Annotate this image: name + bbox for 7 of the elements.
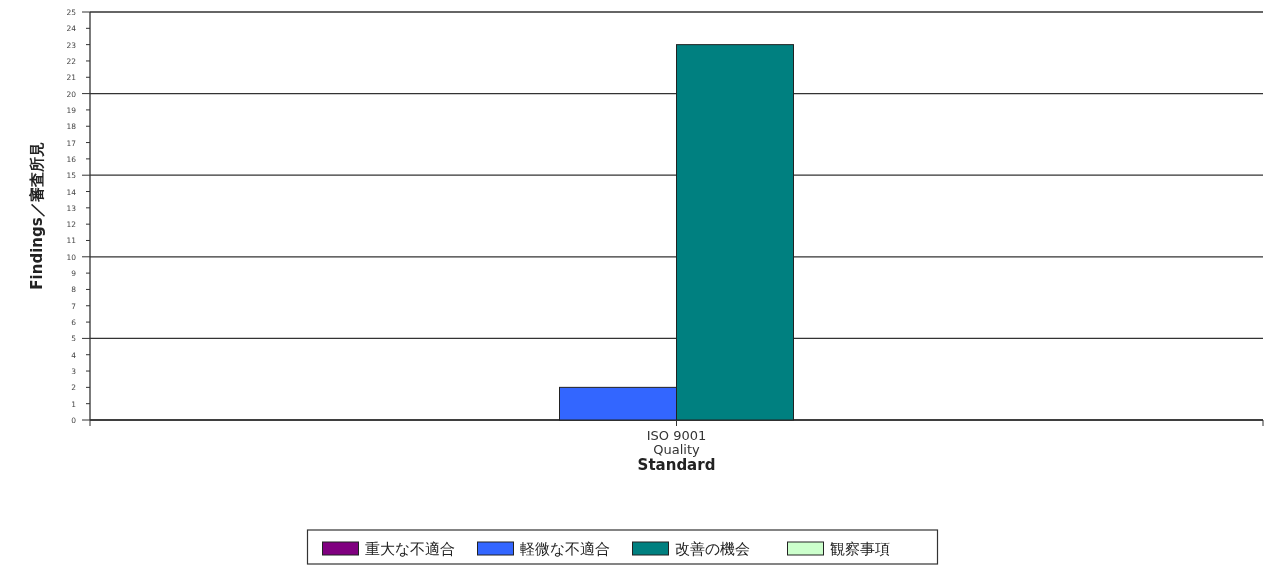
- x-tick-label: ISO 9001 Quality: [646, 428, 707, 457]
- legend-label: 軽微な不適合: [519, 540, 610, 558]
- legend-label: 改善の機会: [674, 540, 750, 558]
- legend-label: 重大な不適合: [364, 540, 455, 558]
- x-axis-title: Standard: [637, 456, 716, 474]
- legend-label: 観察事項: [829, 540, 890, 558]
- y-axis-title: Findings／審査所見: [28, 142, 46, 290]
